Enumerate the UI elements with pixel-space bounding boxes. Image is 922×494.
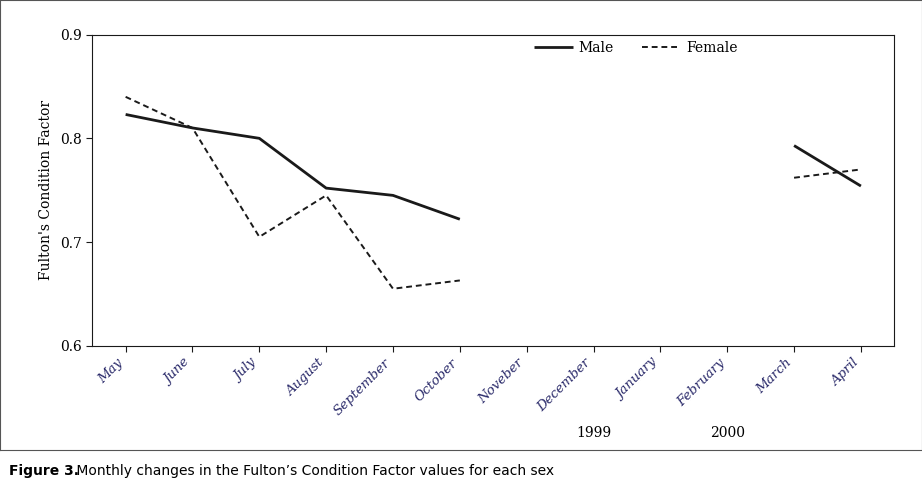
Male [321,185,332,191]
Line: Male: Male [125,115,460,219]
Y-axis label: Fulton's Condition Factor: Fulton's Condition Factor [39,100,53,280]
Male [187,125,198,131]
Male [254,135,265,141]
Female [321,192,332,198]
Text: 1999: 1999 [576,426,611,440]
Text: 2000: 2000 [710,426,745,440]
Text: Monthly changes in the Fulton’s Condition Factor values for each sex: Monthly changes in the Fulton’s Conditio… [72,464,554,478]
Female [387,286,398,291]
Female [455,278,466,284]
Male [387,192,398,198]
Legend: Male, Female: Male, Female [528,35,743,60]
Female [254,234,265,240]
Male [455,216,466,222]
Text: Figure 3.: Figure 3. [9,464,79,478]
Male [120,112,131,118]
Female [120,94,131,100]
Line: Female: Female [125,97,460,288]
Female [187,125,198,131]
